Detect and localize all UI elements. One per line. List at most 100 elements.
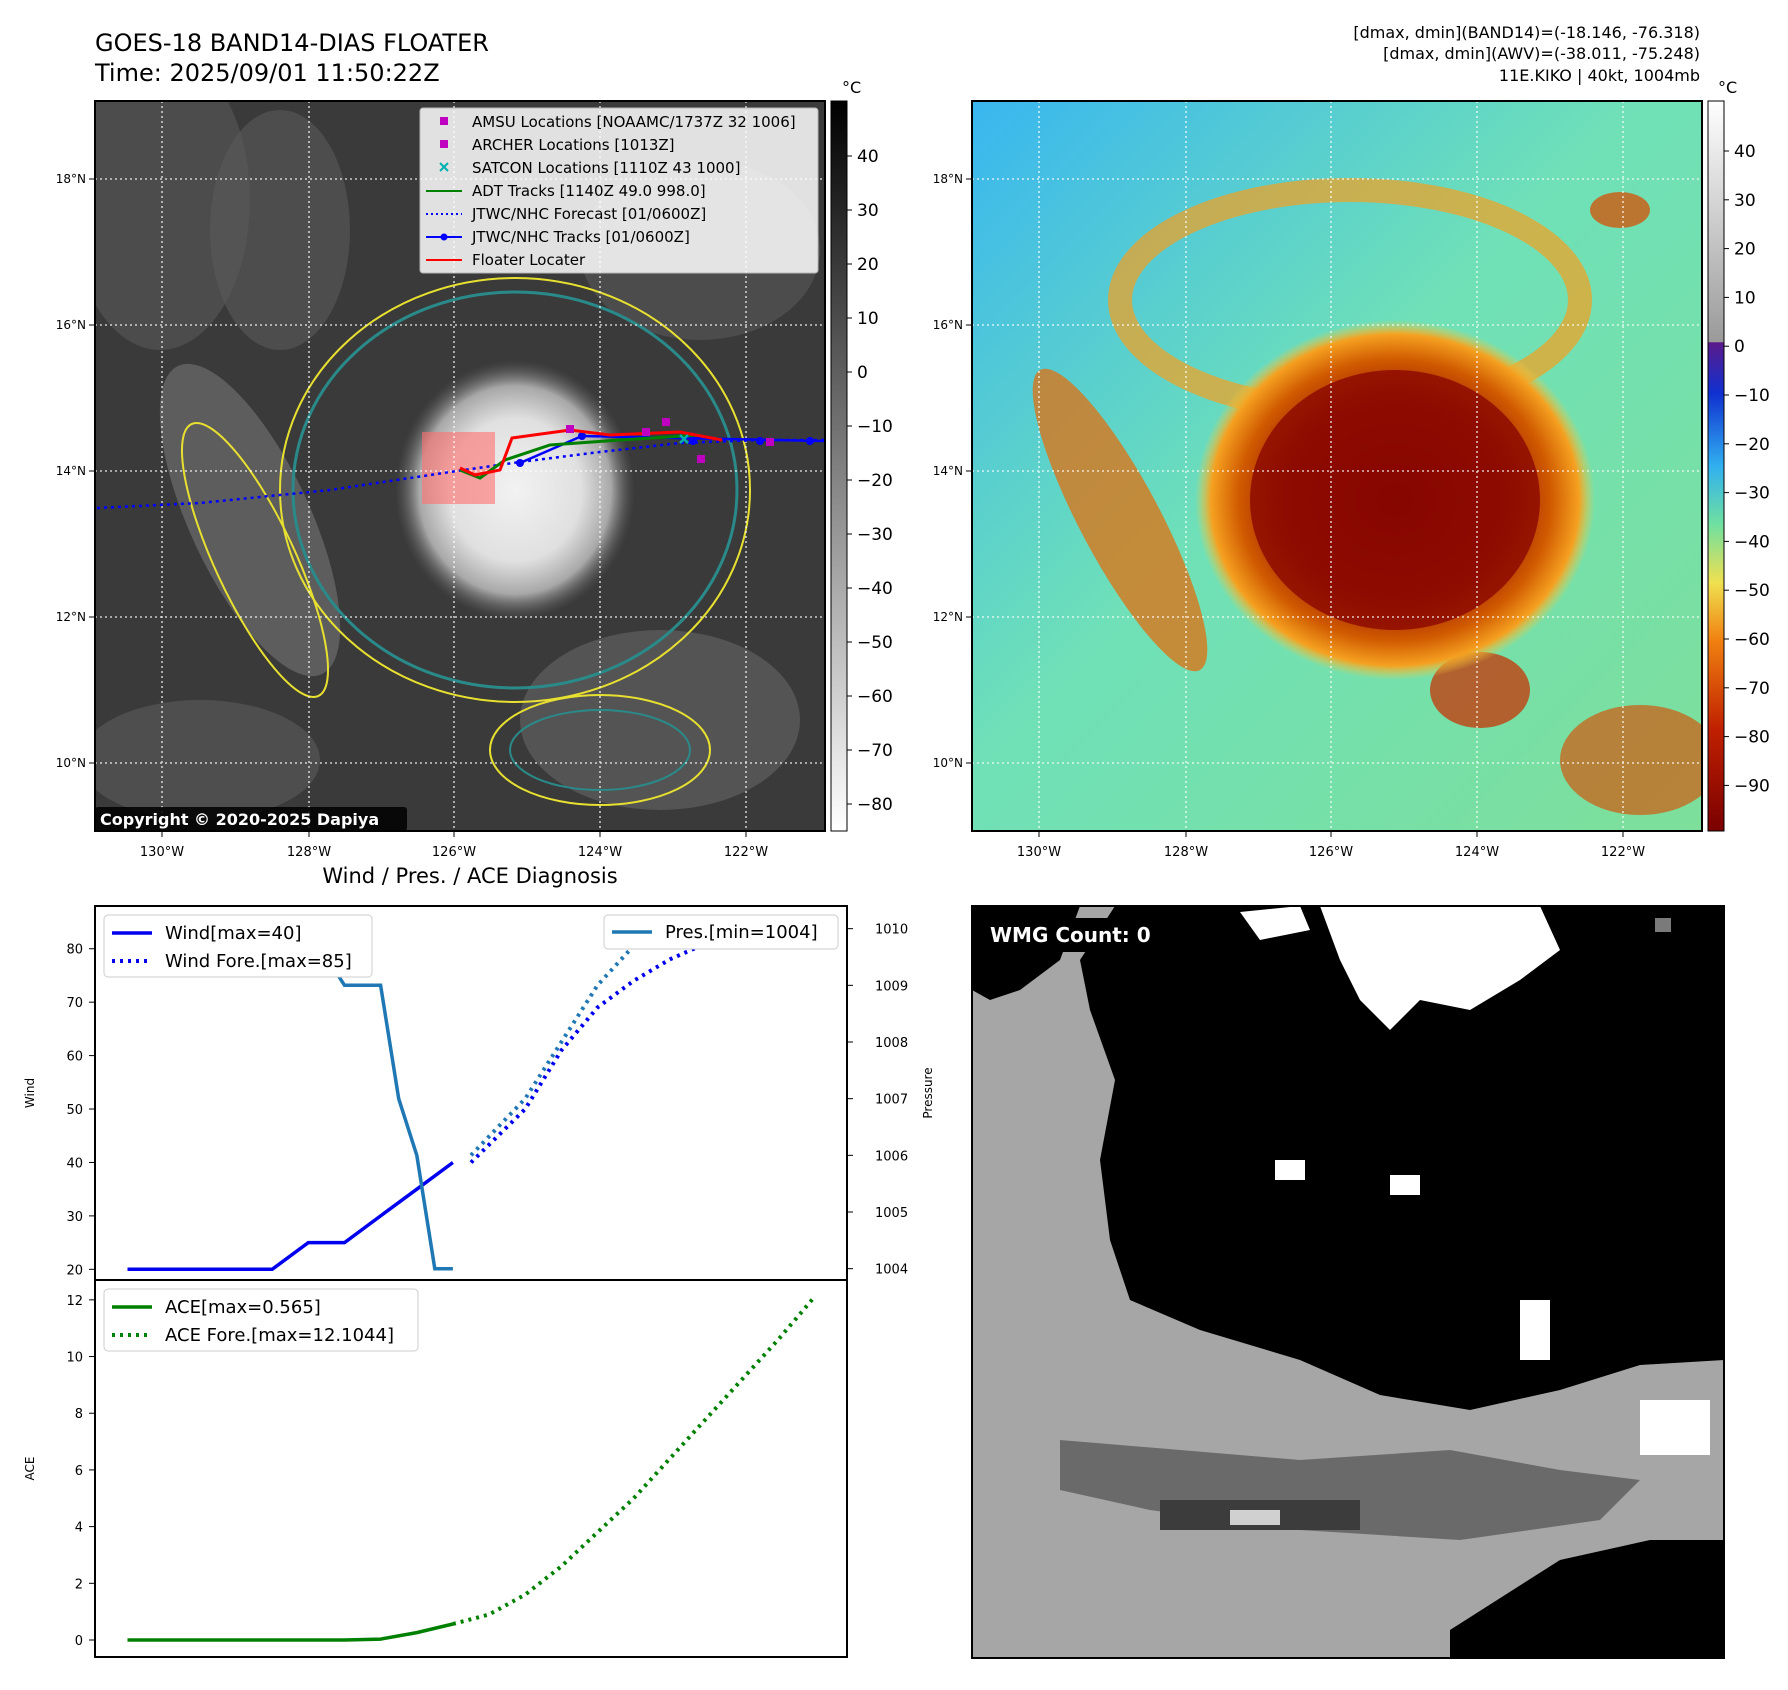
wmg-panel: WMG Count: 0 [971, 905, 1725, 1659]
series-line-0 [127, 1161, 454, 1272]
map-tick-labels: 130°W 128°W 126°W 124°W 122°W 18°N 16°N 14°N 12°… [56, 172, 1645, 860]
legend-entry-label: JTWC/NHC Forecast [01/0600Z] [471, 205, 706, 223]
map-lon-tick-label: 130°W [1017, 845, 1061, 860]
colorbar-tick-label: −80 [857, 795, 893, 815]
map-lat-tick-label: 16°N [933, 318, 963, 332]
awv-map-panel [971, 100, 1703, 832]
map-lat-tick-label: 16°N [56, 318, 86, 332]
map-lon-tick-label: 124°W [578, 845, 622, 860]
colorbar-tick-label: −30 [1734, 484, 1770, 504]
y2-tick-label: 1008 [875, 1036, 908, 1051]
colorbar-tick-label: −40 [1734, 532, 1770, 552]
y-tick-label: 80 [66, 943, 83, 958]
colorbar-tick-label: 30 [1734, 191, 1756, 211]
colorbar-tick-label: −60 [857, 687, 893, 707]
colorbar-tick-label: −80 [1734, 728, 1770, 748]
legend-entry-label: AMSU Locations [NOAAMC/1737Z 32 1006] [472, 113, 796, 131]
legend-entry-label: JTWC/NHC Tracks [01/0600Z] [471, 228, 690, 246]
pressure-legend-box [603, 914, 839, 950]
ir-legend: AMSU Locations [NOAAMC/1737Z 32 1006] ARC… [419, 107, 819, 274]
colorbar-tick-label: 40 [857, 147, 879, 167]
legend-entry-label: ADT Tracks [1140Z 49.0 998.0] [472, 182, 706, 200]
y2-tick-label: 1005 [875, 1206, 908, 1221]
y2-axis-label: Pressure [921, 1067, 935, 1118]
wind-legend-box [103, 914, 373, 978]
colorbar-tick-label: −10 [857, 417, 893, 437]
legend-square-marker [440, 117, 448, 125]
legend-entry-label: ACE Fore.[max=12.1044] [165, 1325, 394, 1346]
legend-square-marker [440, 140, 448, 148]
map-lon-tick-label: 126°W [1309, 845, 1353, 860]
legend-entry-label: Floater Locater [472, 251, 586, 269]
y-tick-label: 20 [66, 1263, 83, 1278]
copyright-label: Copyright © 2020-2025 Dapiya [100, 810, 379, 829]
map-lat-tick-label: 12°N [56, 610, 86, 624]
y-axis-label: ACE [23, 1457, 37, 1481]
wmg-count-label: WMG Count: 0 [990, 923, 1151, 947]
colorbar-tick-label: 20 [857, 255, 879, 275]
colorbar-tick-label: −90 [1734, 776, 1770, 796]
y-tick-label: 10 [66, 1351, 83, 1366]
awv-colorbar: °C 40 30 20 10 0 −10 −20 −30 −40 −50 −60 −70 −80 −90 [1707, 78, 1770, 832]
colorbar-tick-label: −50 [1734, 581, 1770, 601]
series-line-0 [127, 1622, 454, 1642]
colorbar-tick-label: −60 [1734, 630, 1770, 650]
colorbar-tick-label: 10 [1734, 288, 1756, 308]
map-lon-tick-label: 122°W [724, 845, 768, 860]
map-lon-tick-label: 122°W [1601, 845, 1645, 860]
colorbar-tick-label: 30 [857, 201, 879, 221]
colorbar-tick-label: −30 [857, 525, 893, 545]
figure-time: Time: 2025/09/01 11:50:22Z [94, 59, 440, 87]
y-tick-label: 50 [66, 1103, 83, 1118]
diagnosis-title: Wind / Pres. / ACE Diagnosis [322, 864, 617, 888]
y-tick-label: 12 [66, 1294, 83, 1309]
legend-entry-label: Wind Fore.[max=85] [165, 951, 352, 972]
y-tick-label: 6 [75, 1464, 83, 1479]
series-line-3 [469, 926, 815, 1157]
ir-colorbar-unit: °C [842, 78, 861, 97]
colorbar-tick-label: −40 [857, 579, 893, 599]
map-lon-tick-label: 130°W [140, 845, 184, 860]
y2-tick-label: 1004 [875, 1263, 908, 1278]
ace-legend-box [103, 1288, 419, 1352]
y-tick-label: 2 [75, 1577, 83, 1592]
series-line-1 [452, 1295, 817, 1626]
map-lat-tick-label: 10°N [56, 756, 86, 770]
colorbar-tick-label: −50 [857, 633, 893, 653]
map-lat-tick-label: 10°N [933, 756, 963, 770]
map-lon-tick-label: 124°W [1455, 845, 1499, 860]
colorbar-tick-label: 40 [1734, 142, 1756, 162]
colorbar-tick-label: −70 [1734, 679, 1770, 699]
awv-range: [dmax, dmin](AWV)=(-38.011, -75.248) [1383, 44, 1700, 63]
colorbar-tick-label: −20 [1734, 435, 1770, 455]
band14-range: [dmax, dmin](BAND14)=(-18.146, -76.318) [1353, 23, 1700, 42]
wind-pressure-chart: 20 30 40 50 60 70 80 1004 1005 1006 1007 1008 1009 10… [23, 905, 935, 1281]
awv-colorbar-unit: °C [1718, 78, 1737, 97]
legend-dot-marker [440, 233, 448, 241]
colorbar-tick-label: 0 [1734, 337, 1745, 357]
map-lon-tick-label: 128°W [287, 845, 331, 860]
colorbar-tick-label: 0 [857, 363, 868, 383]
storm-summary: 11E.KIKO | 40kt, 1004mb [1499, 66, 1700, 85]
y-tick-label: 40 [66, 1156, 83, 1171]
colorbar-tick-label: 10 [857, 309, 879, 329]
figure-title: GOES-18 BAND14-DIAS FLOATER [95, 29, 489, 57]
ir-colorbar: °C 40 30 20 10 0 −10 −20 −30 −40 −50 −60 −70 −80 [830, 78, 893, 832]
colorbar-tick-label: −10 [1734, 386, 1770, 406]
y-axis-label: Wind [23, 1078, 37, 1108]
y2-tick-label: 1007 [875, 1093, 908, 1108]
y2-tick-label: 1009 [875, 979, 908, 994]
y2-tick-label: 1006 [875, 1149, 908, 1164]
map-lat-tick-label: 18°N [56, 172, 86, 186]
map-lat-tick-label: 18°N [933, 172, 963, 186]
colorbar-tick-label: −20 [857, 471, 893, 491]
colorbar-tick-label: −70 [857, 741, 893, 761]
y-tick-label: 30 [66, 1210, 83, 1225]
legend-entry-label: ACE[max=0.565] [165, 1297, 321, 1318]
map-lon-tick-label: 126°W [432, 845, 476, 860]
legend-entry-label: Wind[max=40] [165, 923, 302, 944]
y-tick-label: 60 [66, 1050, 83, 1065]
y-tick-label: 8 [75, 1407, 83, 1422]
legend-cross-marker [439, 162, 449, 172]
